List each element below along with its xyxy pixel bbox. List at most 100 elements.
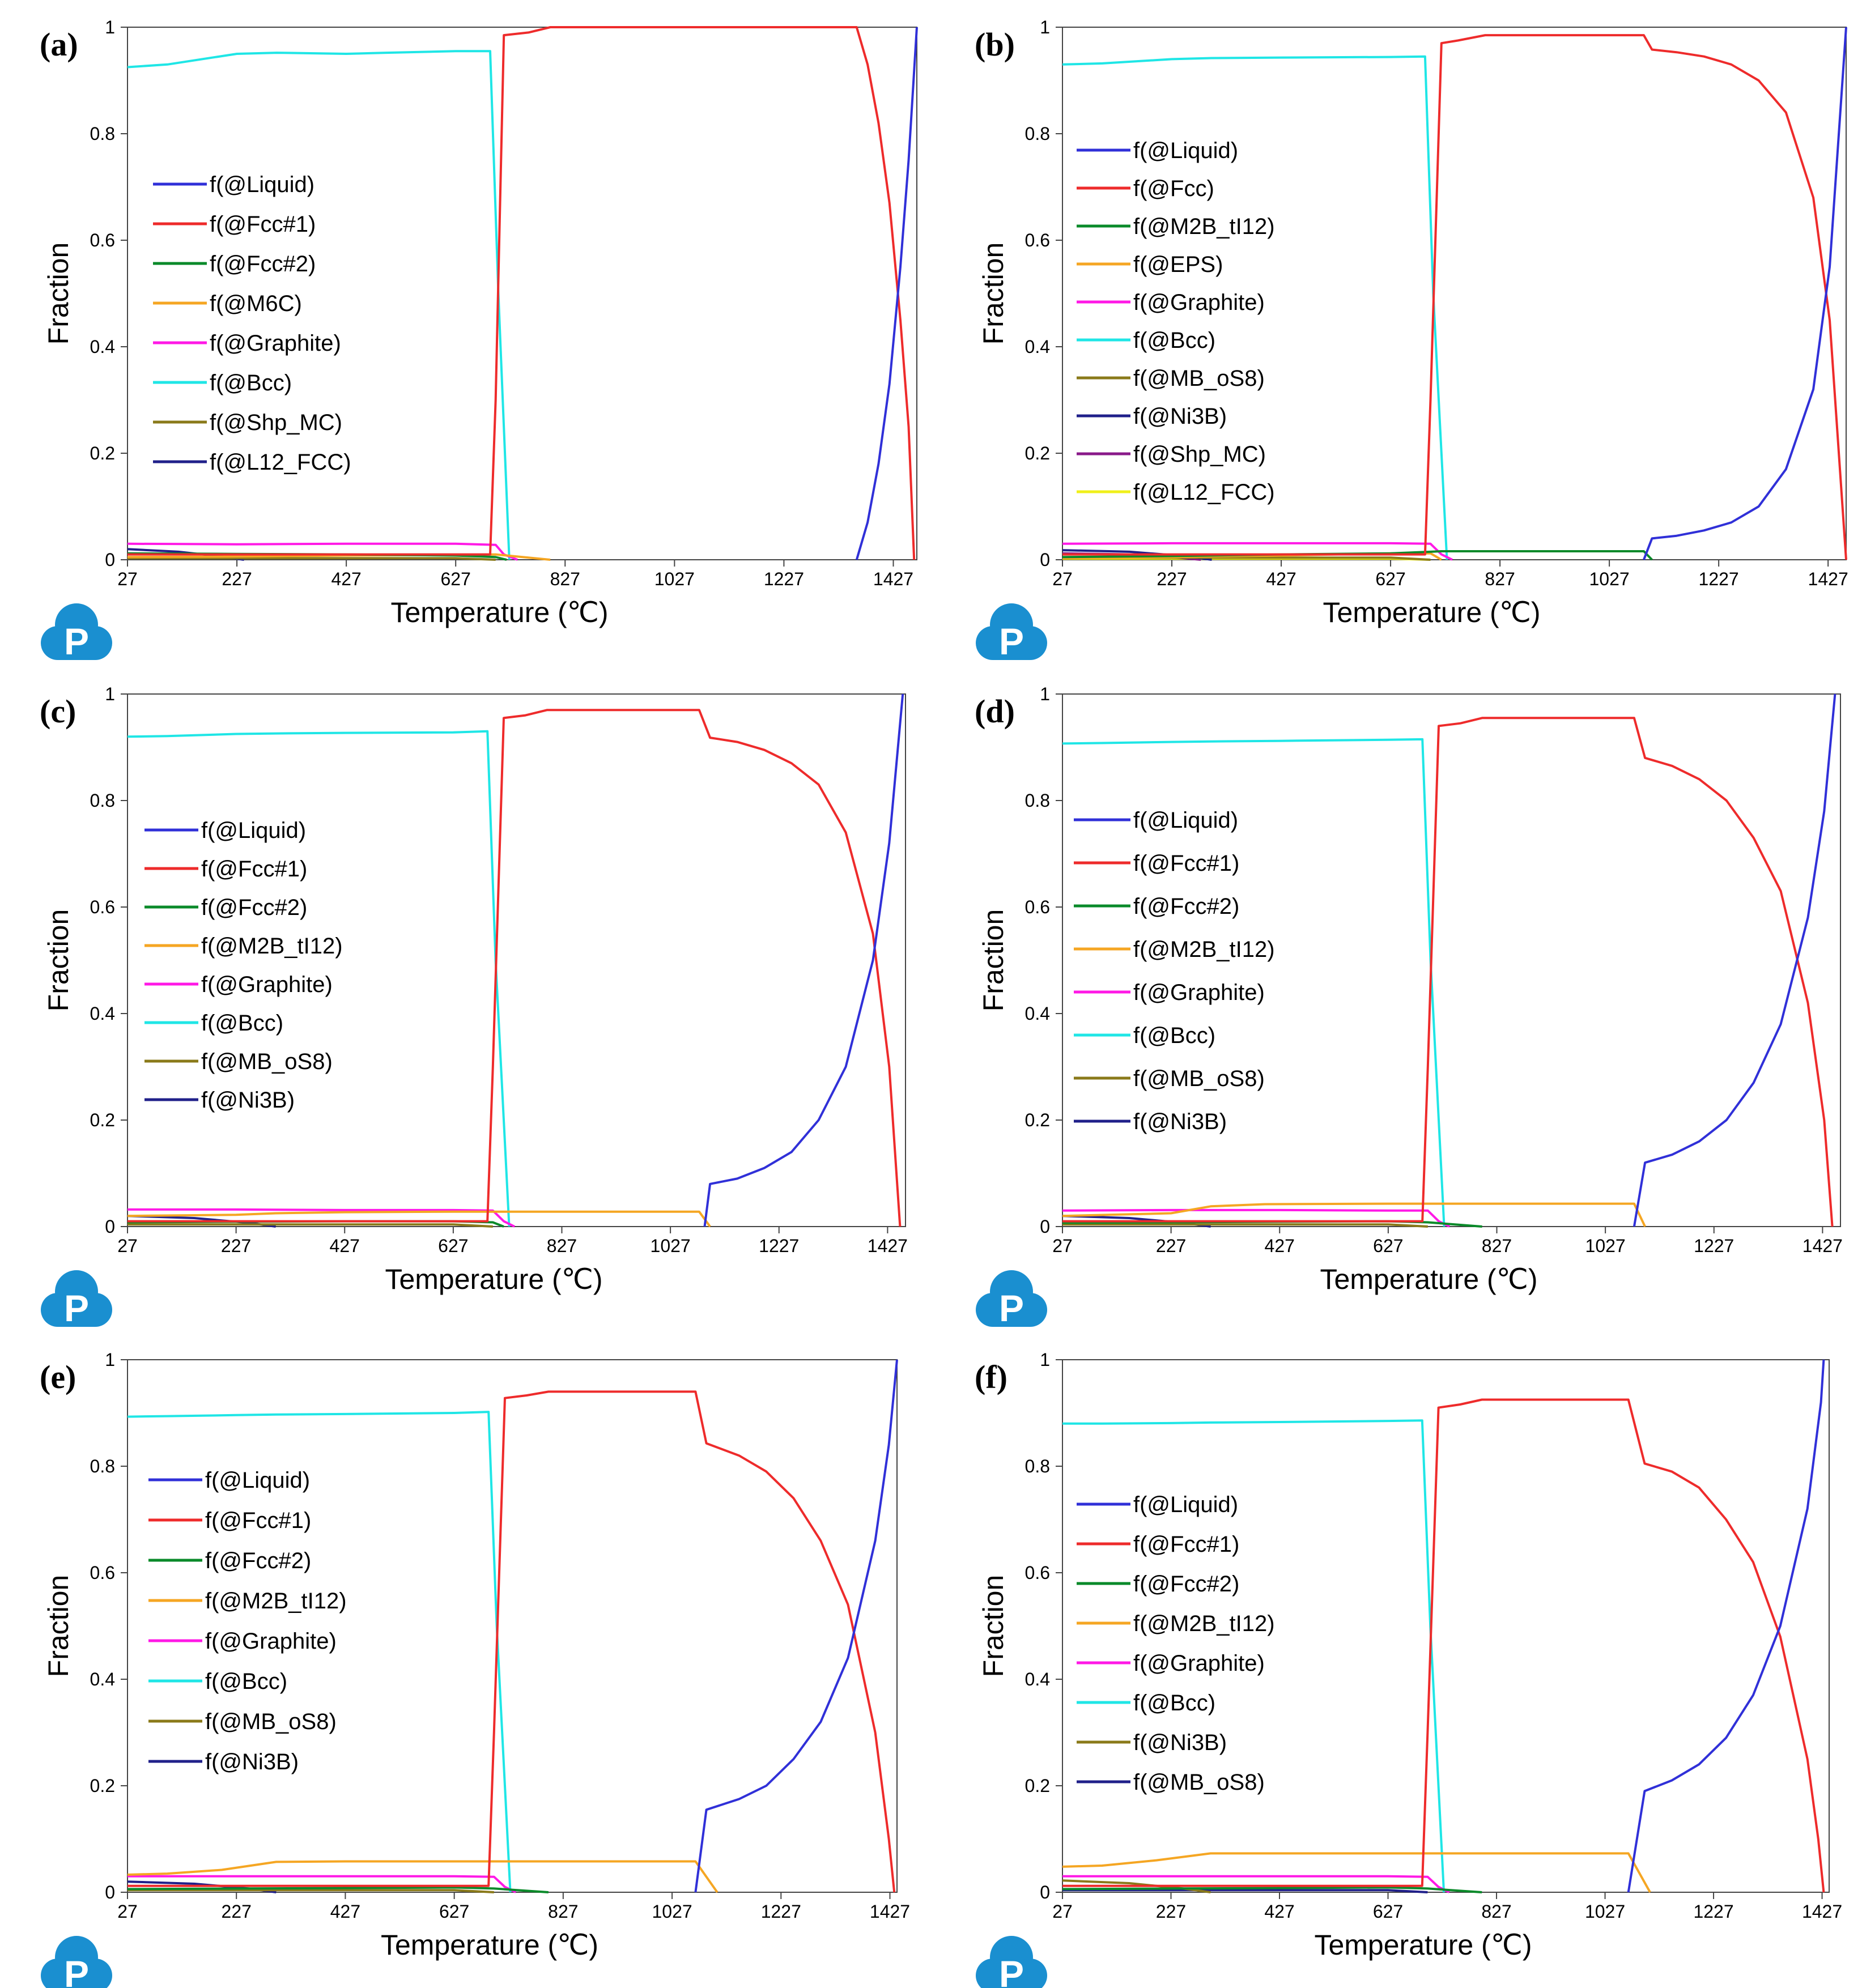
x-tick-label: 627: [1373, 1901, 1403, 1922]
logo-shape: [993, 1300, 1030, 1327]
y-tick-label: 0.2: [90, 443, 115, 463]
legend-label: f(@EPS): [1133, 252, 1223, 277]
x-tick-label: 1027: [1585, 1901, 1625, 1922]
x-tick-label: 427: [330, 1236, 360, 1256]
legend: f(@Liquid) f(@Fcc#1) f(@Fcc#2) f(@M6C) f(@Gr…: [153, 172, 351, 475]
y-tick-label: 0.4: [90, 337, 115, 357]
legend-label: f(@Fcc#2): [1133, 1572, 1239, 1597]
panel-label: (e): [40, 1359, 76, 1395]
series-line: [1062, 1875, 1450, 1893]
x-tick-label: 27: [117, 1901, 138, 1922]
series-lines: [127, 693, 904, 1228]
panel-label: (c): [40, 693, 76, 730]
x-tick-label: 827: [547, 1236, 577, 1256]
legend-label: f(@M2B_tI12): [1133, 1611, 1275, 1636]
legend: f(@Liquid) f(@Fcc#1) f(@Fcc#2) f(@M2B_tI12)…: [144, 818, 343, 1113]
logo-shape: [58, 1300, 95, 1327]
panel-label: (f): [975, 1359, 1007, 1395]
series-line: [127, 1210, 711, 1228]
legend-label: f(@Fcc#2): [210, 252, 316, 276]
legend-label: f(@Fcc#2): [205, 1548, 311, 1573]
y-tick-label: 0.2: [1025, 443, 1050, 463]
y-axis-title: Fraction: [977, 242, 1009, 345]
y-tick-label: 0.6: [90, 897, 115, 917]
y-tick-label: 0: [1040, 550, 1050, 570]
x-tick-label: 827: [548, 1901, 578, 1922]
legend-label: f(@Liquid): [1133, 1492, 1238, 1517]
legend-label: f(@Bcc): [1133, 328, 1215, 353]
x-tick-label: 427: [1264, 1901, 1294, 1922]
series-line: [127, 1208, 515, 1228]
series-lines: [1062, 693, 1837, 1228]
y-tick-label: 0.6: [1025, 897, 1050, 917]
series-line: [127, 50, 511, 560]
legend-label: f(@Bcc): [1133, 1691, 1215, 1715]
x-tick-label: 627: [1375, 569, 1405, 589]
series-line: [127, 26, 916, 560]
x-tick-label: 1427: [868, 1236, 908, 1256]
x-tick-label: 227: [222, 569, 252, 589]
series-line: [127, 1390, 896, 1893]
plot-frame: [1062, 1359, 1830, 1893]
series-line: [127, 730, 511, 1227]
y-tick-label: 0.8: [1025, 1456, 1050, 1476]
legend-label: f(@Ni3B): [1133, 1109, 1227, 1134]
x-tick-label: 827: [1481, 1901, 1511, 1922]
x-axis-title: Temperature (℃): [390, 597, 608, 628]
x-tick-label: 627: [441, 569, 471, 589]
series-line: [1062, 738, 1446, 1227]
series-line: [127, 1889, 494, 1893]
legend-label: f(@Fcc#1): [201, 857, 307, 882]
y-tick-label: 0.4: [90, 1003, 115, 1024]
x-tick-label: 227: [1157, 569, 1187, 589]
legend-label: f(@Liquid): [210, 172, 314, 197]
logo-letter: P: [999, 620, 1024, 662]
legend: f(@Liquid) f(@Fcc#1) f(@Fcc#2) f(@M2B_tI12)…: [1077, 1492, 1275, 1795]
y-tick-label: 0.4: [1025, 337, 1050, 357]
series-line: [1062, 34, 1847, 560]
series-line: [1643, 27, 1847, 560]
series-line: [703, 693, 904, 1227]
legend-label: f(@Fcc#1): [205, 1508, 311, 1533]
y-tick-label: 0.2: [90, 1776, 115, 1796]
y-axis-title: Fraction: [977, 1575, 1009, 1678]
series-line: [1062, 1202, 1646, 1227]
series-line: [1062, 1886, 1482, 1893]
x-tick-label: 1227: [1699, 569, 1739, 589]
panel-label: (d): [975, 693, 1015, 730]
logo-shape: [58, 633, 95, 660]
y-axis-title: Fraction: [42, 1575, 74, 1678]
x-tick-label: 627: [438, 1236, 468, 1256]
legend-label: f(@Bcc): [210, 371, 292, 395]
legend-label: f(@M2B_tI12): [1133, 937, 1275, 962]
series-line: [1062, 1419, 1446, 1893]
legend-label: f(@M2B_tI12): [1133, 214, 1275, 239]
y-tick-label: 0.8: [1025, 790, 1050, 811]
series-line: [127, 709, 902, 1227]
legend-label: f(@Graphite): [1133, 1651, 1265, 1676]
legend-label: f(@Ni3B): [205, 1749, 299, 1774]
y-tick-label: 0.6: [90, 230, 115, 250]
legend-label: f(@Fcc#2): [1133, 894, 1239, 919]
x-tick-label: 1227: [759, 1236, 799, 1256]
y-tick-label: 0.8: [90, 124, 115, 144]
logo-letter: P: [64, 1953, 89, 1988]
logo-letter: P: [999, 1953, 1024, 1988]
series-line: [1062, 557, 1431, 561]
series-line: [1062, 1852, 1651, 1893]
panel-label: (a): [40, 26, 78, 63]
legend-label: f(@Shp_MC): [1133, 442, 1266, 467]
x-tick-label: 1427: [873, 569, 913, 589]
x-tick-label: 27: [1052, 569, 1073, 589]
x-tick-label: 27: [117, 569, 138, 589]
series-line: [694, 1359, 898, 1893]
y-tick-label: 0.2: [90, 1110, 115, 1130]
y-tick-label: 1: [105, 684, 115, 704]
logo-letter: P: [999, 1287, 1024, 1329]
x-tick-label: 1427: [1803, 1236, 1843, 1256]
x-tick-label: 1427: [870, 1901, 910, 1922]
series-line: [127, 557, 496, 561]
plot-frame: [127, 1359, 898, 1893]
chart-panel: (f) 0 0.2 0.4 0.6 0.8 1 27 227 427 627 827 1027 1227 1…: [975, 1350, 1842, 1988]
x-tick-label: 27: [1052, 1236, 1073, 1256]
